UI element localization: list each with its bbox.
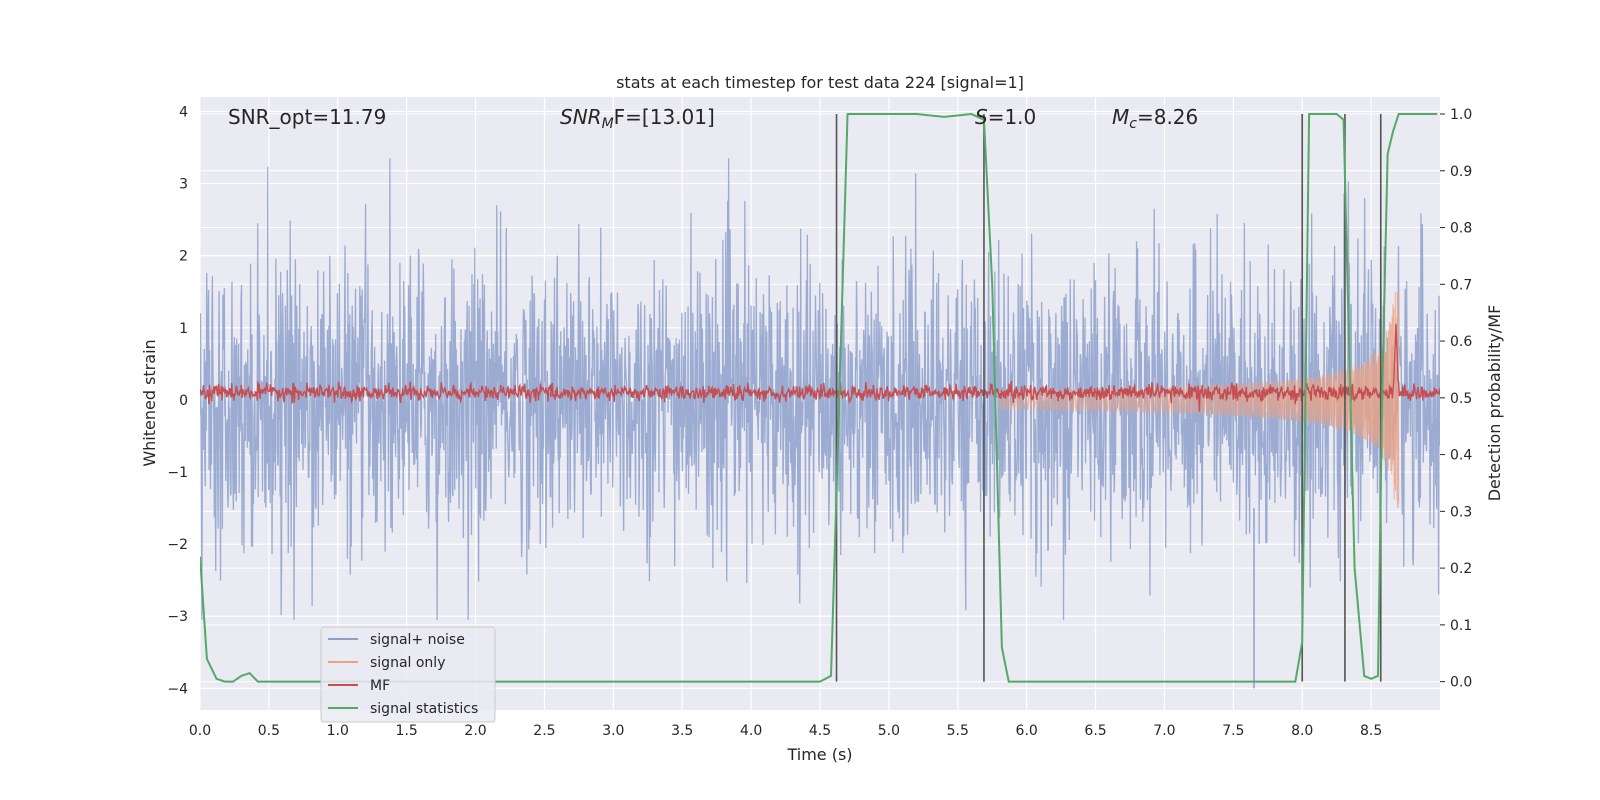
signal-noise-line xyxy=(200,158,1440,620)
annotation-s-rest: =1.0 xyxy=(988,105,1037,129)
y-right-tick-label: 0.3 xyxy=(1450,504,1472,520)
x-tick-label: 8.5 xyxy=(1360,723,1382,739)
x-tick-label: 7.0 xyxy=(1153,723,1175,739)
x-tick-label: 0.5 xyxy=(258,723,280,739)
x-tick-label: 4.0 xyxy=(740,723,762,739)
y-left-tick-label: 3 xyxy=(179,177,188,193)
y-left-tick-label: 4 xyxy=(179,104,188,120)
x-tick-label: 0.0 xyxy=(189,723,211,739)
legend-label-signal-noise: signal+ noise xyxy=(370,632,465,648)
x-tick-label: 6.0 xyxy=(1016,723,1038,739)
x-tick-label: 8.0 xyxy=(1291,723,1313,739)
legend-label-mf: MF xyxy=(370,678,390,694)
annotation-mc-main: M xyxy=(1112,105,1129,129)
x-tick-label: 2.5 xyxy=(533,723,555,739)
annotation-snr-mf: SNRMF=[13.01] xyxy=(560,105,715,132)
signal-statistics-series xyxy=(200,113,1438,683)
x-tick-label: 1.5 xyxy=(396,723,418,739)
y-right-tick-label: 0.2 xyxy=(1450,561,1472,577)
x-tick-label: 7.5 xyxy=(1222,723,1244,739)
legend: signal+ noise signal only MF signal stat… xyxy=(320,626,496,723)
signal-noise-series xyxy=(200,158,1440,689)
y-right-tick-label: 0.7 xyxy=(1450,277,1472,293)
y-axis-left-label: Whitened strain xyxy=(140,339,159,466)
mf-series xyxy=(200,323,1440,412)
y-right-tick-label: 0.9 xyxy=(1450,164,1472,180)
x-tick-label: 5.0 xyxy=(878,723,900,739)
x-tick-labels: 0.0 0.5 1.0 1.5 2.0 2.5 3.0 3.5 4.0 4.5 5.0 5.5 6.0 6… xyxy=(189,723,1382,739)
legend-label-signal-only: signal only xyxy=(370,655,445,671)
y-right-tick-label: 0.6 xyxy=(1450,334,1472,350)
x-tick-label: 6.5 xyxy=(1084,723,1106,739)
annotation-mc: Mc=8.26 xyxy=(1112,105,1198,132)
annotation-snr-mf-rest: F=[13.01] xyxy=(614,105,715,129)
annotation-mc-sub: c xyxy=(1129,116,1137,132)
annotation-s-main: S xyxy=(975,105,988,129)
y-left-tick-label: −2 xyxy=(167,537,188,553)
chart-title: stats at each timestep for test data 224… xyxy=(616,73,1024,92)
y-right-tick-label: 0.8 xyxy=(1450,221,1472,237)
y-left-tick-label: 0 xyxy=(179,393,188,409)
y-right-tick-label: 0.1 xyxy=(1450,618,1472,634)
annotation-mc-rest: =8.26 xyxy=(1137,105,1198,129)
y-right-tick-labels: 1.0 0.9 0.8 0.7 0.6 0.5 0.4 0.3 0.2 0.1 0.0 xyxy=(1440,107,1472,691)
y-left-tick-label: −3 xyxy=(167,609,188,625)
x-tick-label: 3.0 xyxy=(602,723,624,739)
y-left-tick-label: −4 xyxy=(167,681,188,697)
legend-label-signal-statistics: signal statistics xyxy=(370,701,478,717)
y-left-tick-label: −1 xyxy=(167,465,188,481)
y-left-tick-labels: 4 3 2 1 0 −1 −2 −3 −4 xyxy=(167,104,188,697)
annotation-s: S=1.0 xyxy=(975,105,1036,129)
x-axis-label: Time (s) xyxy=(786,745,852,764)
y-right-tick-label: 0.0 xyxy=(1450,675,1472,691)
x-tick-label: 5.5 xyxy=(947,723,969,739)
y-axis-right-label: Detection probability/MF xyxy=(1485,305,1504,502)
x-tick-label: 1.0 xyxy=(327,723,349,739)
y-right-tick-label: 1.0 xyxy=(1450,107,1472,123)
y-left-tick-label: 2 xyxy=(179,249,188,265)
annotation-snr-opt: SNR_opt=11.79 xyxy=(228,105,386,129)
annotation-snr-mf-sub: M xyxy=(602,116,614,132)
annotation-snr-mf-main: SNR xyxy=(560,105,602,129)
signal-statistics-line xyxy=(200,113,1438,683)
mf-line xyxy=(200,323,1440,412)
x-tick-label: 2.0 xyxy=(464,723,486,739)
y-right-tick-label: 0.4 xyxy=(1450,448,1472,464)
x-tick-label: 3.5 xyxy=(671,723,693,739)
y-left-tick-label: 1 xyxy=(179,321,188,337)
x-tick-label: 4.5 xyxy=(809,723,831,739)
legend-box xyxy=(320,626,496,723)
y-right-tick-label: 0.5 xyxy=(1450,391,1472,407)
